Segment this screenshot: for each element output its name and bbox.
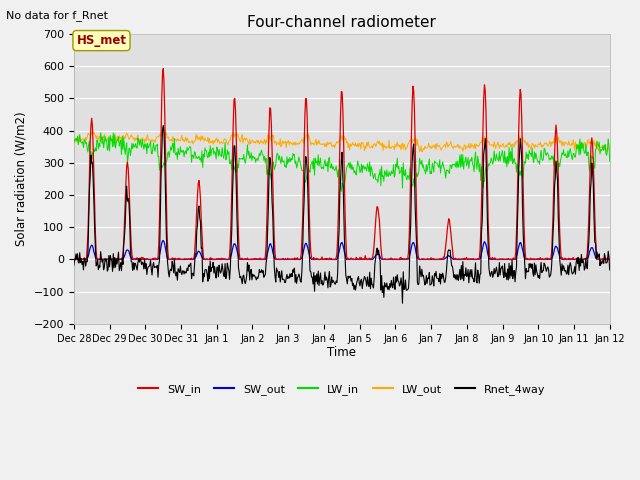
Y-axis label: Solar radiation (W/m2): Solar radiation (W/m2) [15, 111, 28, 246]
X-axis label: Time: Time [327, 347, 356, 360]
Text: No data for f_Rnet: No data for f_Rnet [6, 10, 108, 21]
Title: Four-channel radiometer: Four-channel radiometer [247, 15, 436, 30]
Text: HS_met: HS_met [76, 34, 127, 47]
Legend: SW_in, SW_out, LW_in, LW_out, Rnet_4way: SW_in, SW_out, LW_in, LW_out, Rnet_4way [134, 380, 550, 399]
